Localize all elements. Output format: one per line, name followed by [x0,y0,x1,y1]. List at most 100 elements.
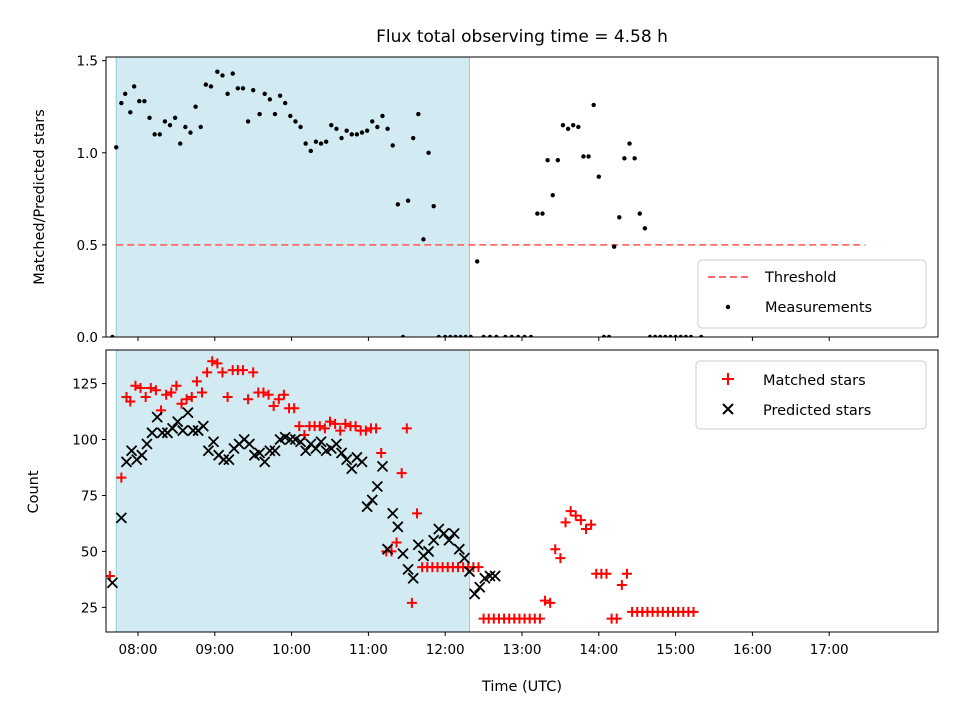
matched-star-point [350,421,361,432]
measurement-point [431,204,436,209]
measurement-point [167,122,173,128]
matched-star-point [222,392,233,402]
measurement-point [385,126,390,132]
measurement-point [208,84,214,89]
predicted-star-point [341,454,353,466]
measurement-point [251,87,256,93]
bottom-y-axis-label: Count [26,470,42,513]
matched-star-point [371,423,382,434]
matched-star-point [258,387,269,398]
measurement-point [123,91,128,97]
measurement-point [591,102,596,108]
measurement-point [349,132,354,137]
predicted-star-point [422,545,435,558]
measurement-point [323,139,329,144]
matched-star-point [611,613,622,624]
predicted-star-point [300,445,312,457]
measurement-point [487,334,493,337]
matched-star-point [412,508,423,519]
measurement-point [405,198,411,203]
x-tick-label: 08:00 [119,642,158,658]
bottom-x-ticks: 08:00 09:00 10:00 11:00 12:00 13:00 14:00 15:00… [119,632,849,658]
x-tick-label: 11:00 [349,642,388,658]
measurement-point [137,99,142,104]
measurement-point [313,139,319,144]
measurement-point [162,119,168,124]
measurement-point [617,215,622,220]
measurement-point [277,93,283,98]
measurement-point [627,141,632,146]
predicted-star-point [315,436,327,448]
matched-star-point [396,468,407,479]
measurement-point [308,148,313,154]
matched-star-point [248,367,259,378]
x-tick-label: 16:00 [733,642,772,658]
predicted-star-point [463,565,476,578]
measurement-point [503,334,508,337]
top-x-ticks [137,337,830,341]
predicted-star-point [136,449,148,461]
predicted-star-point [453,543,465,555]
measurement-point [571,122,576,128]
matched-star-point [601,568,612,579]
predicted-star-point [474,581,486,593]
measurement-point [257,111,262,117]
measurement-point [663,334,668,337]
shaded-interval [115,349,471,633]
predicted-star-point [223,454,235,466]
measurement-point [443,334,448,337]
matched-star-point [140,392,151,402]
matched-star-point [319,423,330,434]
x-axis-label: Time (UTC) [481,679,562,695]
measurement-point [606,334,612,337]
measurement-point [632,156,637,161]
measurement-point [354,132,360,137]
measurement-point [329,122,334,128]
top-shaded-interval [115,56,471,338]
bottom-shaded-interval [115,349,471,633]
measurement-point [637,211,642,216]
matched-star-point [217,367,228,378]
measurement-point [540,211,545,216]
measurement-point [560,122,566,128]
matched-star-point [560,517,571,528]
measurement-point [611,244,617,249]
measurement-point [272,111,278,117]
matched-star-point [550,544,561,555]
y-tick-label: 0.5 [77,238,98,254]
y-tick-label: 25 [81,600,98,616]
matched-star-point [616,580,627,590]
matched-star-point [176,398,187,409]
matched-star-point [268,400,279,411]
legend-matched-swatch [722,373,734,385]
x-tick-label: 12:00 [426,642,465,658]
shaded-interval [115,56,471,338]
matched-star-point [534,613,545,624]
matched-star-point [135,383,146,394]
measurement-point [528,334,534,337]
measurement-point [426,150,431,155]
legend-measurements-swatch [725,304,731,310]
matched-star-point [376,447,387,458]
matched-star-point [243,394,254,405]
measurement-point [359,130,365,135]
predicted-star-point [284,433,296,446]
measurement-point [110,334,115,337]
measurement-point [334,126,339,132]
matched-star-point [565,506,576,517]
matched-star-point [540,595,551,606]
matched-star-point [186,392,197,402]
matched-star-point [273,394,284,405]
predicted-star-point [120,456,133,468]
matched-star-point [150,385,161,396]
matched-star-point [335,425,346,436]
measurement-point [119,100,124,106]
measurement-point [380,113,385,119]
measurement-point [673,334,678,337]
measurement-point [172,115,178,120]
measurement-point [658,334,663,337]
x-tick-label: 17:00 [810,642,849,658]
predicted-star-point [141,438,153,450]
measurement-point [390,143,395,148]
